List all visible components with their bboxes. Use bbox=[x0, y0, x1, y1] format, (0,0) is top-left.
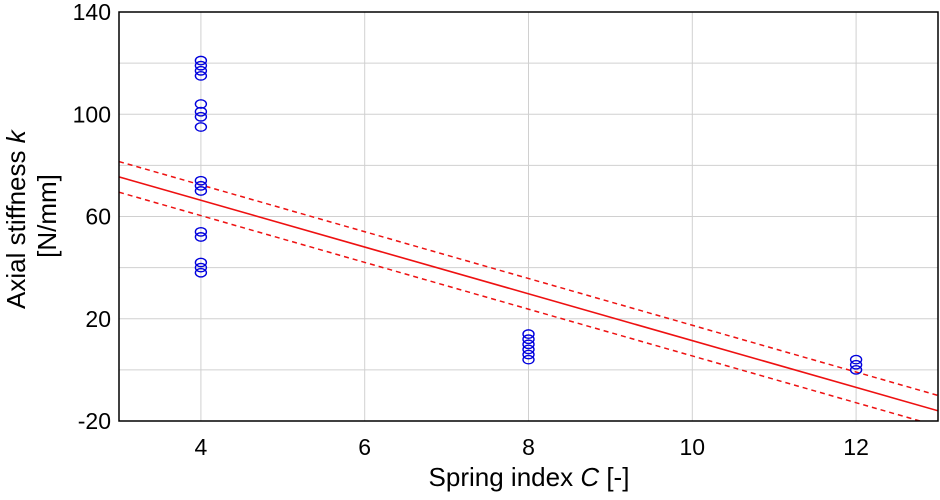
x-tick-label: 4 bbox=[195, 434, 208, 460]
data-point bbox=[522, 334, 535, 345]
data-point bbox=[194, 180, 208, 191]
x-tick-labels: 4 6 8 10 12 bbox=[195, 434, 869, 460]
data-point bbox=[522, 339, 535, 350]
data-point bbox=[194, 257, 208, 268]
band-lower-line bbox=[119, 191, 923, 421]
data-point bbox=[194, 262, 208, 273]
data-point bbox=[194, 186, 208, 196]
data-point bbox=[522, 349, 535, 360]
data-point bbox=[194, 111, 208, 122]
data-point bbox=[194, 226, 208, 237]
y-tick-label: 20 bbox=[85, 306, 111, 332]
data-point bbox=[194, 267, 208, 278]
data-point bbox=[849, 354, 863, 365]
x-tick-label: 10 bbox=[680, 434, 706, 460]
data-point bbox=[194, 71, 208, 81]
y-tick-label: 100 bbox=[73, 101, 111, 127]
data-point bbox=[194, 55, 208, 66]
y-tick-labels: -20 20 60 100 140 bbox=[73, 0, 111, 434]
data-point bbox=[194, 60, 208, 71]
plot-frame bbox=[118, 11, 939, 422]
data-point bbox=[194, 122, 208, 132]
y-axis-title: Axial stiffness k [N/mm] bbox=[1, 123, 62, 309]
data-point bbox=[194, 232, 208, 242]
x-axis-title: Spring index C [-] bbox=[429, 462, 630, 492]
x-tick-label: 8 bbox=[522, 434, 535, 460]
data-point bbox=[194, 175, 208, 186]
regression-line bbox=[119, 176, 938, 412]
confidence-band bbox=[119, 160, 938, 421]
y-tick-label: -20 bbox=[78, 408, 111, 434]
data-points bbox=[194, 55, 863, 375]
data-point bbox=[194, 99, 208, 109]
data-point bbox=[194, 65, 208, 76]
x-tick-label: 6 bbox=[358, 434, 371, 460]
data-point bbox=[849, 359, 863, 370]
fit-line bbox=[119, 176, 938, 412]
band-upper-line bbox=[119, 160, 938, 397]
x-tick-label: 12 bbox=[843, 434, 869, 460]
data-point bbox=[849, 364, 863, 375]
data-point bbox=[522, 344, 535, 355]
y-tick-label: 60 bbox=[85, 204, 111, 230]
data-point bbox=[194, 106, 208, 117]
data-point bbox=[522, 329, 535, 339]
y-tick-label: 140 bbox=[73, 0, 111, 25]
data-point bbox=[522, 354, 535, 365]
